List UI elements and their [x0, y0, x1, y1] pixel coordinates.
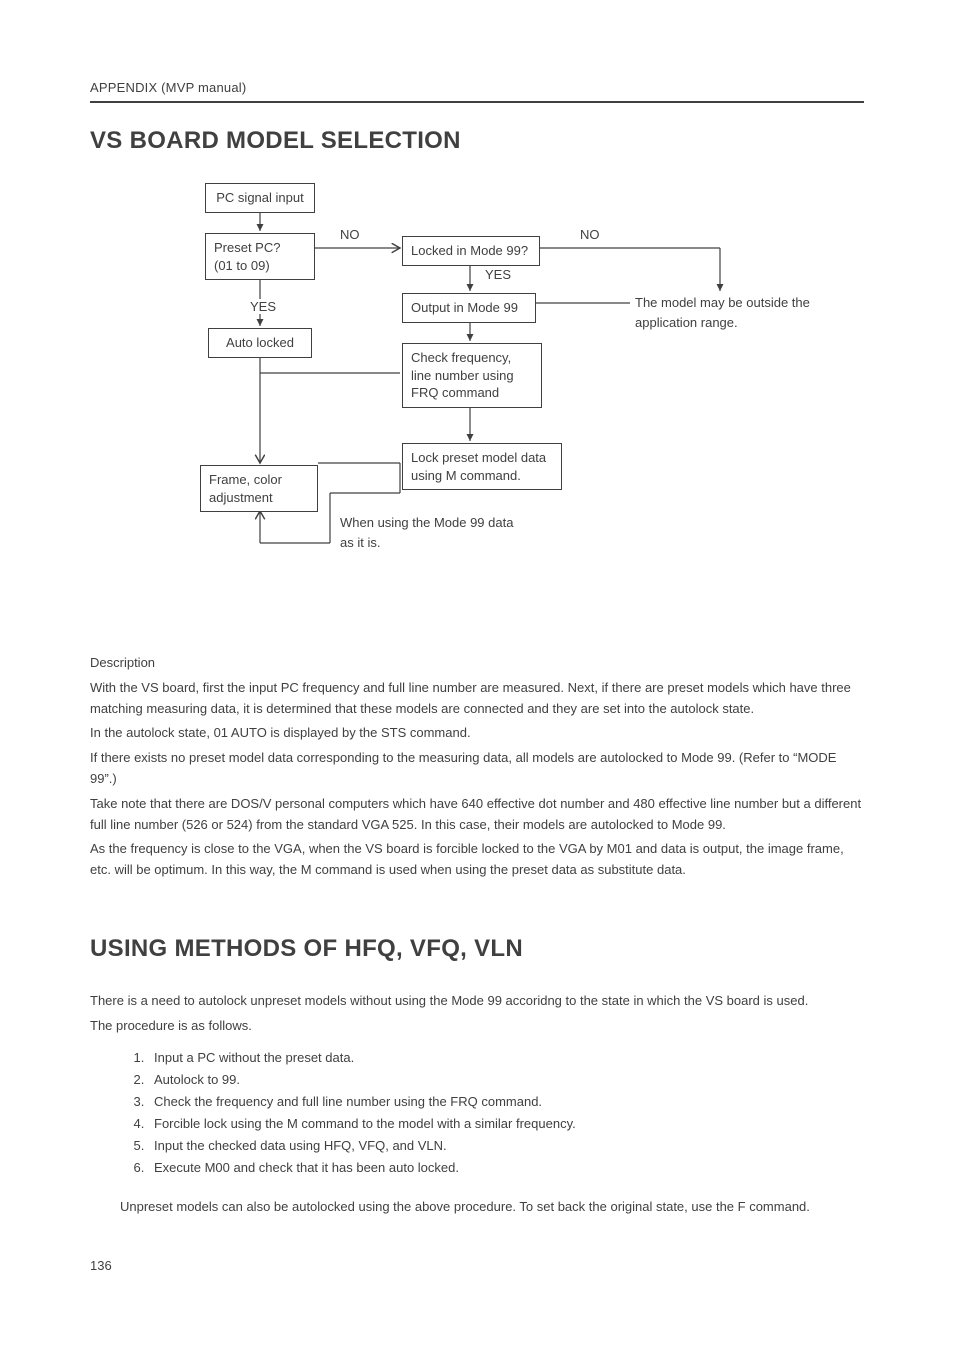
- note-when-using: When using the Mode 99 data as it is.: [340, 513, 520, 552]
- node-check-freq: Check frequency, line number using FRQ c…: [402, 343, 542, 408]
- label-yes-1: YES: [250, 299, 276, 314]
- s1-p1: With the VS board, first the input PC fr…: [90, 678, 864, 720]
- node-auto-locked: Auto locked: [208, 328, 312, 358]
- node-output-mode99: Output in Mode 99: [402, 293, 536, 323]
- s2-intro2: The procedure is as follows.: [90, 1016, 864, 1037]
- node-locked-mode99: Locked in Mode 99?: [402, 236, 540, 266]
- node-preset-pc-l2: (01 to 09): [214, 258, 270, 273]
- header-rule: [90, 101, 864, 103]
- node-frame-color-l1: Frame, color: [209, 472, 282, 487]
- s2-intro1: There is a need to autolock unpreset mod…: [90, 991, 864, 1012]
- section2-title: USING METHODS OF HFQ, VFQ, VLN: [90, 935, 864, 963]
- label-no-1: NO: [340, 227, 360, 242]
- s2-after: Unpreset models can also be autolocked u…: [120, 1197, 864, 1218]
- node-preset-pc-l1: Preset PC?: [214, 240, 280, 255]
- list-item: Check the frequency and full line number…: [148, 1091, 864, 1113]
- s1-p2: In the autolock state, 01 AUTO is displa…: [90, 723, 864, 744]
- node-frame-color: Frame, color adjustment: [200, 465, 318, 512]
- node-lock-preset: Lock preset model data using M command.: [402, 443, 562, 490]
- list-item: Input the checked data using HFQ, VFQ, a…: [148, 1135, 864, 1157]
- section1-title: VS BOARD MODEL SELECTION: [90, 127, 864, 155]
- s1-p4: Take note that there are DOS/V personal …: [90, 794, 864, 836]
- label-yes-2: YES: [485, 267, 511, 282]
- node-preset-pc: Preset PC? (01 to 09): [205, 233, 315, 280]
- appendix-header: APPENDIX (MVP manual): [90, 80, 864, 95]
- list-item: Forcible lock using the M command to the…: [148, 1113, 864, 1135]
- procedure-list: Input a PC without the preset data. Auto…: [120, 1047, 864, 1180]
- node-frame-color-l2: adjustment: [209, 490, 273, 505]
- flowchart: PC signal input Preset PC?(01 to 09) NO …: [140, 183, 900, 613]
- description-label: Description: [90, 653, 864, 674]
- note-outside-range: The model may be outside the application…: [635, 293, 835, 332]
- node-pc-signal-input: PC signal input: [205, 183, 315, 213]
- list-item: Autolock to 99.: [148, 1069, 864, 1091]
- label-no-2: NO: [580, 227, 600, 242]
- list-item: Input a PC without the preset data.: [148, 1047, 864, 1069]
- list-item: Execute M00 and check that it has been a…: [148, 1157, 864, 1179]
- page-number: 136: [90, 1258, 864, 1273]
- s1-p3: If there exists no preset model data cor…: [90, 748, 864, 790]
- s1-p5: As the frequency is close to the VGA, wh…: [90, 839, 864, 881]
